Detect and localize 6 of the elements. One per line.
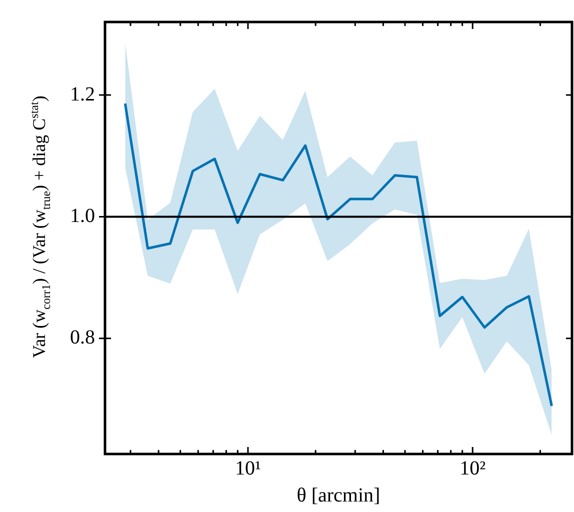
x-tick-label: 10² — [460, 457, 486, 480]
x-axis-title: θ [arcmin] — [296, 484, 380, 506]
y-tick-label: 0.8 — [70, 326, 95, 349]
y-tick-label: 1.2 — [70, 83, 95, 106]
y-tick-label: 1.0 — [70, 204, 95, 227]
x-tick-label: 10¹ — [234, 457, 261, 480]
